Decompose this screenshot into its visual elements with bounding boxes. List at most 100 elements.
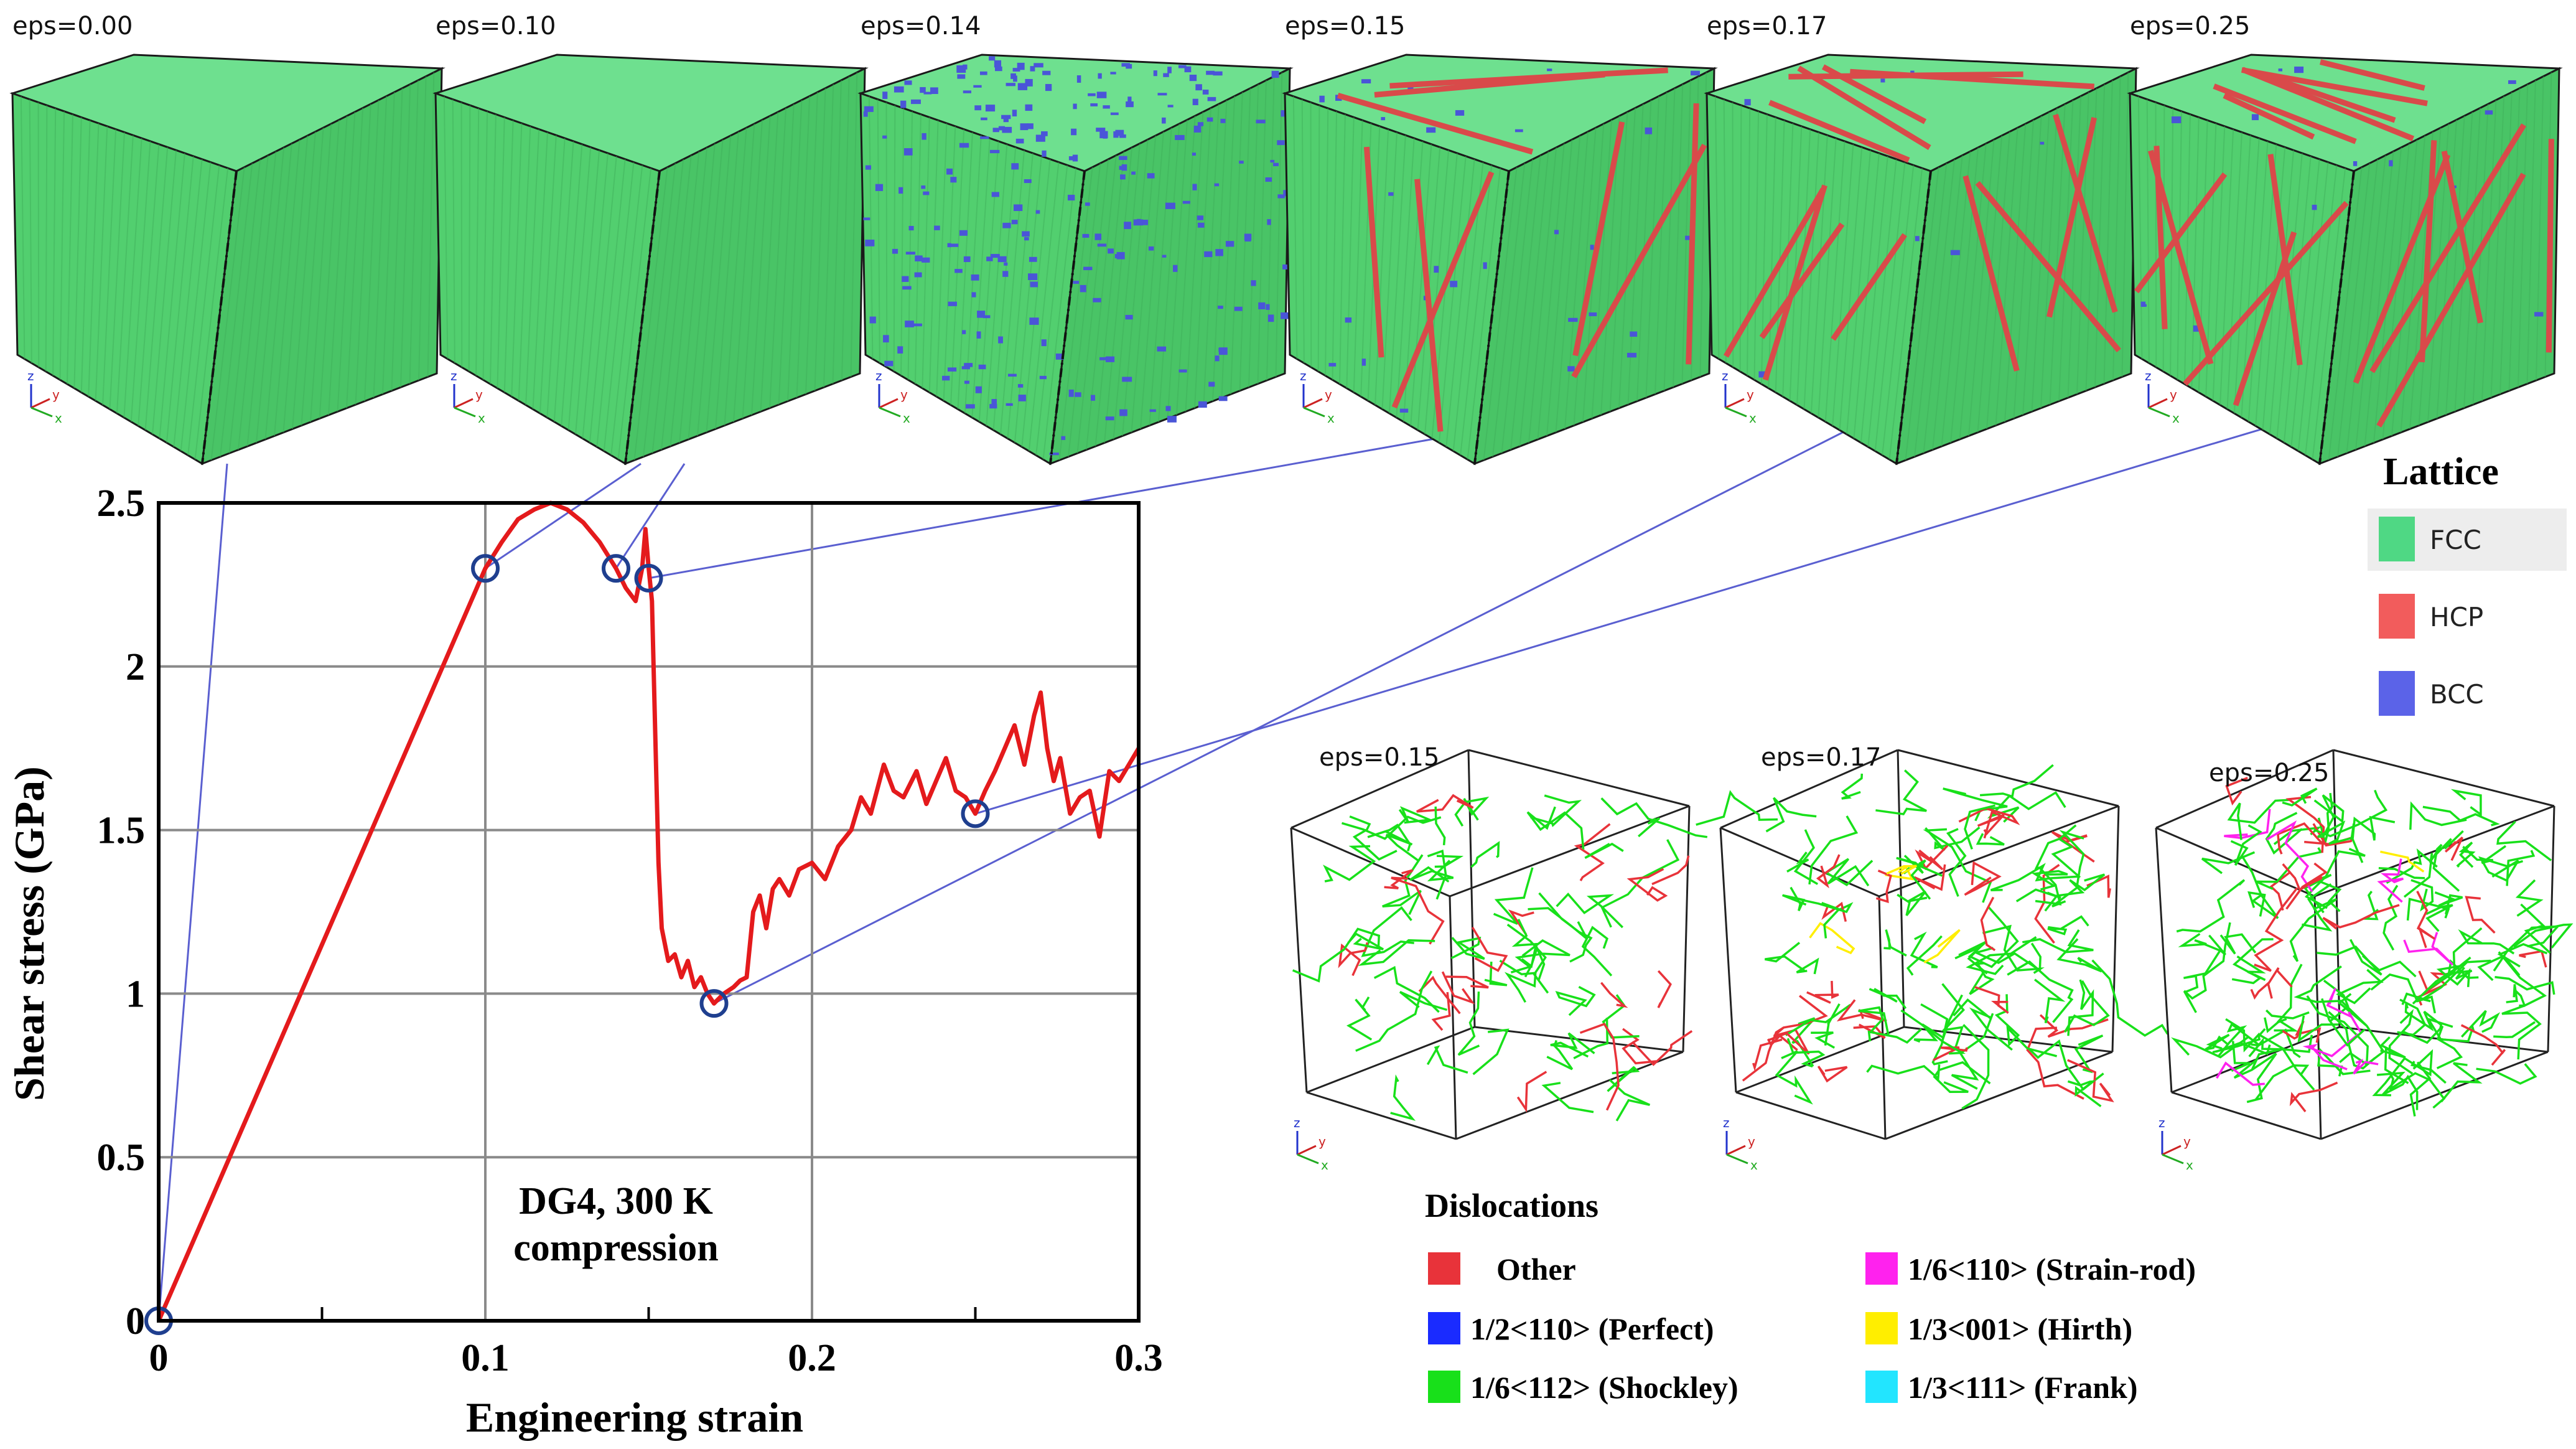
dislocation-line xyxy=(1906,935,1943,976)
bcc-cluster xyxy=(1192,184,1197,190)
hcp-band xyxy=(1831,233,1907,341)
dislocation-line xyxy=(2231,1041,2251,1072)
dislocation-line xyxy=(2248,1034,2313,1057)
atom-row xyxy=(1986,131,2010,429)
bcc-cluster xyxy=(1193,125,1202,133)
atom-row xyxy=(814,88,826,391)
dislocation-line xyxy=(1657,970,1672,1008)
atom-row xyxy=(409,80,419,384)
dislocation-line xyxy=(1390,1074,1416,1121)
box-edge xyxy=(1306,1026,1475,1094)
dislocation-line xyxy=(2476,1063,2537,1085)
atom-row xyxy=(1753,111,1760,380)
dislocation-line xyxy=(1445,975,1489,989)
atom-row xyxy=(1609,111,1628,412)
dislocation-line xyxy=(2183,922,2231,1000)
atom-row xyxy=(907,111,913,380)
dislocation-line xyxy=(1958,807,2020,839)
dislocation-line xyxy=(2282,787,2318,807)
atom-row xyxy=(328,116,348,415)
bcc-cluster xyxy=(897,346,903,354)
atom-row xyxy=(2094,84,2106,388)
atom-row xyxy=(679,147,708,443)
bcc-cluster xyxy=(1148,246,1154,251)
bcc-cluster xyxy=(1027,123,1034,129)
bcc-cluster xyxy=(875,184,884,191)
hcp-band xyxy=(2148,149,2214,365)
triad-z-label: z xyxy=(2145,368,2152,383)
bcc-cluster xyxy=(915,255,923,261)
atom-row xyxy=(1714,96,1720,359)
atom-row xyxy=(238,155,269,450)
dislocation-line xyxy=(1511,918,1538,968)
atom-row xyxy=(603,162,635,451)
triad-z-label: z xyxy=(1722,368,1729,383)
bcc-cluster xyxy=(977,311,986,318)
dislocation-line xyxy=(2306,995,2369,1066)
dislocation-line xyxy=(2422,805,2500,827)
dislocation-line xyxy=(2285,862,2328,910)
triad-x-axis xyxy=(879,406,901,418)
hcp-band xyxy=(2419,140,2437,363)
bcc-cluster xyxy=(1173,265,1178,272)
dislocation-line xyxy=(1910,859,1931,900)
bcc-cluster xyxy=(1041,339,1047,347)
bcc-cluster xyxy=(1192,152,1196,156)
triad-z-label: z xyxy=(27,368,34,383)
atom-row xyxy=(2183,114,2191,385)
atom-row xyxy=(310,123,332,423)
snapshot-label: eps=0.00 xyxy=(12,12,133,40)
bcc-cluster xyxy=(948,301,957,306)
dislocation-line xyxy=(2440,1062,2483,1103)
triad-x-axis xyxy=(2148,406,2170,418)
atom-row xyxy=(1681,80,1691,384)
atom-row xyxy=(1266,76,1275,381)
strain-marker xyxy=(961,799,990,828)
atom-row xyxy=(80,120,91,393)
dislocation-line xyxy=(2388,1071,2446,1109)
atom-row xyxy=(1537,143,1565,440)
dislocation-line xyxy=(2493,1021,2536,1039)
atom-row xyxy=(475,108,480,376)
bcc-cluster xyxy=(1220,118,1226,123)
lattice-label-bcc: BCC xyxy=(2430,679,2484,710)
atom-row xyxy=(1888,168,1923,460)
dislocation-line xyxy=(1900,1009,1966,1055)
bcc-cluster xyxy=(1267,219,1271,225)
bcc-cluster xyxy=(1175,134,1185,141)
atom-row xyxy=(1438,156,1467,443)
atom-row xyxy=(355,104,371,405)
bcc-cluster xyxy=(1455,110,1465,116)
atom-row xyxy=(2454,111,2473,412)
hcp-band xyxy=(2256,70,2396,123)
connector-lines xyxy=(157,410,2303,1321)
dislocation-line xyxy=(1399,991,1448,1011)
bcc-cluster xyxy=(922,133,926,140)
bcc-cluster xyxy=(865,239,875,246)
bcc-cluster xyxy=(1002,222,1011,228)
dislocation-line xyxy=(2336,968,2384,1005)
dislocation-line xyxy=(1441,971,1475,1005)
bcc-cluster xyxy=(1068,156,1073,161)
bcc-cluster xyxy=(992,128,999,133)
bcc-cluster xyxy=(914,272,922,278)
dislocation-line xyxy=(1974,986,2009,1014)
triad-x-label: x xyxy=(1327,411,1335,426)
bcc-cluster xyxy=(1125,314,1133,320)
atom-row xyxy=(1673,84,1684,388)
hcp-band xyxy=(1724,187,1826,358)
dislocation-line xyxy=(1508,909,1534,936)
dislocation-line xyxy=(1966,936,2037,975)
atom-row xyxy=(382,92,395,395)
dislocation-line xyxy=(2477,954,2521,982)
bcc-cluster xyxy=(1251,280,1256,286)
bcc-cluster xyxy=(957,74,966,79)
atom-row xyxy=(796,96,811,398)
bcc-cluster xyxy=(1234,306,1243,311)
dislocation-legend-label: Other xyxy=(1496,1252,1576,1287)
bcc-cluster xyxy=(1568,317,1578,322)
bcc-cluster xyxy=(1218,347,1228,355)
dislocation-line xyxy=(2230,824,2262,866)
atom-row xyxy=(1185,111,1204,412)
bcc-cluster xyxy=(1098,73,1102,79)
